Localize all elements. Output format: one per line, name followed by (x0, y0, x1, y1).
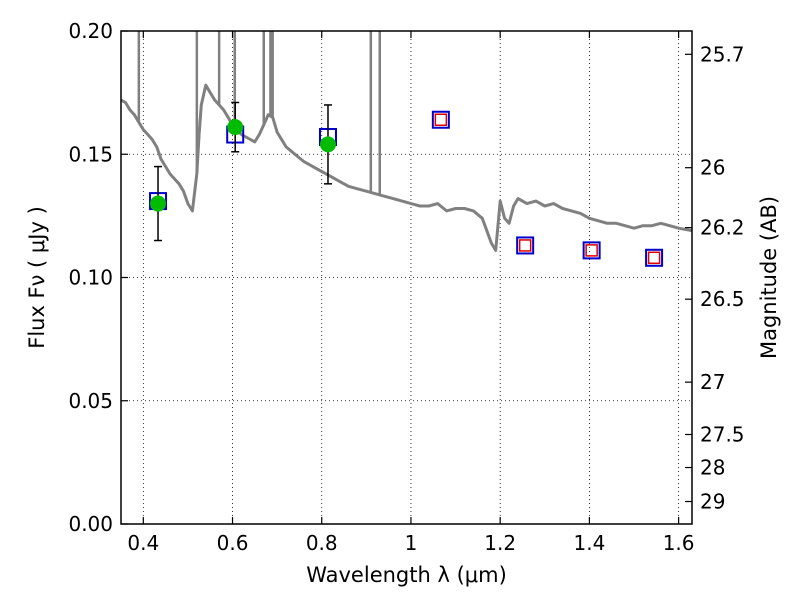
model-band-square (431, 110, 450, 129)
y-tick-label: 0.15 (68, 142, 113, 166)
upper-limit-square (434, 113, 448, 126)
model-sed-line-group (121, 31, 692, 252)
x-tick-label: 1.4 (573, 531, 605, 555)
upper-limit-square (585, 244, 598, 257)
mag-tick-label: 27.5 (700, 423, 745, 447)
x-tick-label: 1 (405, 531, 418, 555)
model-band-square (645, 248, 664, 267)
plot-frame (120, 30, 693, 525)
upper-limit-square (518, 239, 532, 252)
right-axis-title: Magnitude (AB) (757, 196, 781, 359)
y-tick-label: 0.05 (68, 389, 113, 413)
model-sed-line (121, 83, 692, 252)
observed-point (319, 136, 336, 153)
x-tick-label: 1.2 (484, 531, 516, 555)
x-tick-label: 0.6 (217, 531, 249, 555)
mag-tick-label: 28 (700, 456, 725, 480)
mag-tick-label: 25.7 (700, 42, 745, 66)
model-band-square (516, 236, 535, 255)
y-tick-label: 0.20 (68, 19, 113, 43)
observed-point (150, 195, 167, 212)
upper-limit-square (647, 251, 661, 265)
y-tick-label: 0.00 (68, 512, 113, 536)
y-axis-title: Flux Fν ( μJy ) (25, 206, 49, 349)
mag-tick-label: 26.5 (700, 287, 745, 311)
mag-tick-label: 26 (700, 156, 725, 180)
x-tick-label: 1.6 (663, 531, 695, 555)
model-band-square (582, 241, 601, 260)
x-tick-label: 0.4 (127, 531, 159, 555)
axis-ticks: 0.4 0.6 0.8 1 1.2 1.4 1.6 0.00 0.05 0.10 0.15 0.20 2… (68, 19, 744, 555)
observed-point (227, 119, 244, 136)
mag-tick-label: 26.2 (700, 216, 745, 240)
x-axis-title: Wavelength λ (μm) (306, 563, 507, 587)
grid-lines (121, 30, 692, 525)
mag-tick-label: 29 (700, 490, 725, 514)
data-markers (149, 101, 664, 267)
y-tick-label: 0.10 (68, 266, 113, 290)
x-tick-label: 0.8 (306, 531, 338, 555)
mag-tick-label: 27 (700, 370, 725, 394)
